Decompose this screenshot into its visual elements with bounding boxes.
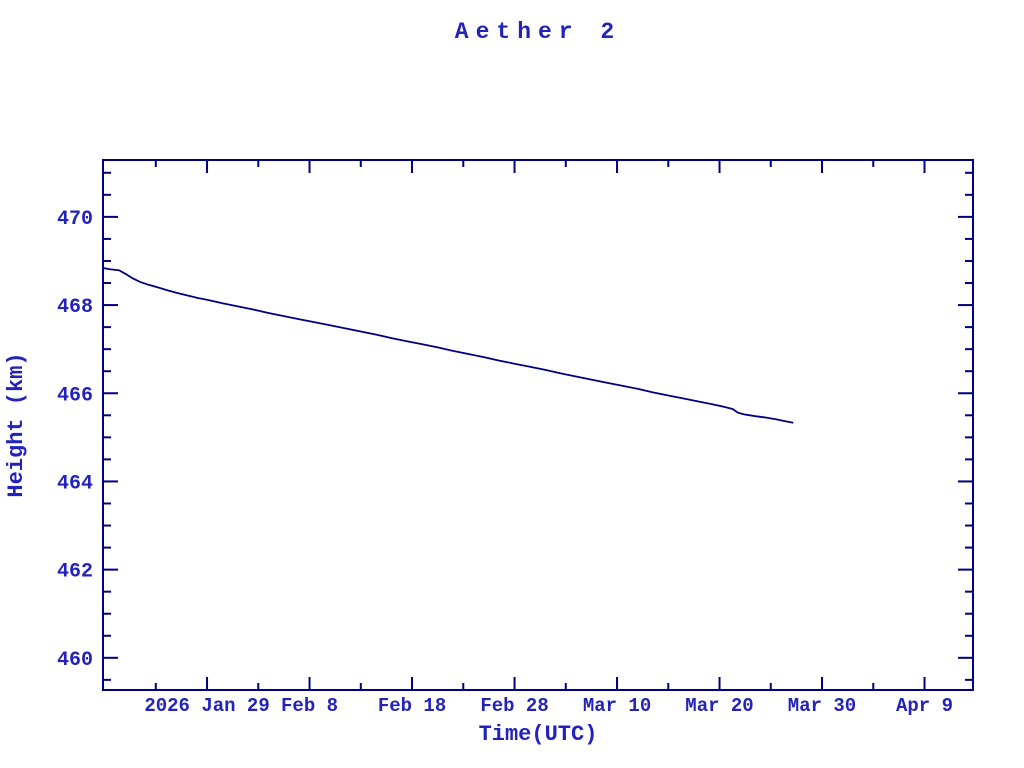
y-tick-label: 460 [57, 649, 93, 672]
plot-frame [102, 159, 974, 691]
x-tick-label: 2026 Jan 29 [144, 695, 269, 717]
chart-title: Aether 2 [455, 19, 621, 45]
x-tick-label: Feb 8 [281, 695, 338, 717]
y-tick-label: 464 [57, 472, 93, 495]
y-tick-label: 462 [57, 561, 93, 584]
series-layer [102, 267, 794, 424]
x-tick-label: Feb 28 [480, 695, 548, 717]
y-axis-label: Height (km) [4, 352, 29, 497]
x-tick-label: Mar 10 [583, 695, 651, 717]
y-tick-label: 466 [57, 384, 93, 407]
x-tick-label: Mar 30 [788, 695, 856, 717]
y-tick-label: 468 [57, 296, 93, 319]
x-tick-label: Apr 9 [896, 695, 953, 717]
x-tick-label: Feb 18 [378, 695, 446, 717]
x-axis-label: Time(UTC) [479, 722, 598, 747]
tick-label-layer: 2026 Jan 29 Feb 8 Feb 18 Feb 28 Mar 10 Mar 20… [57, 208, 953, 717]
y-tick-label: 470 [57, 208, 93, 231]
x-tick-label: Mar 20 [685, 695, 753, 717]
height-series-line [102, 267, 794, 424]
axes-layer [102, 159, 974, 691]
